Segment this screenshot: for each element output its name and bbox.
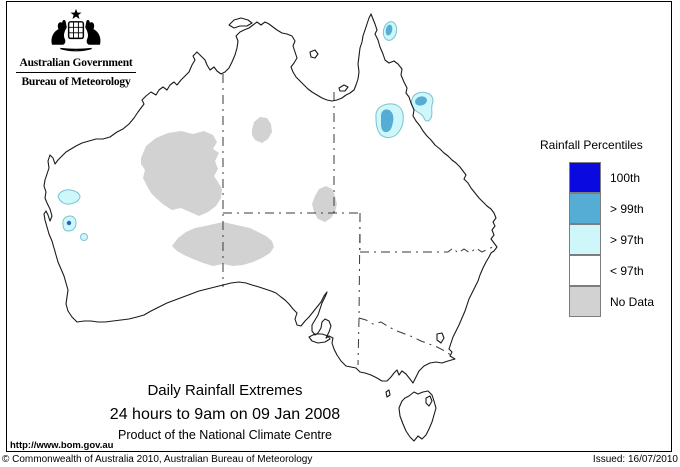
legend-title: Rainfall Percentiles — [540, 138, 643, 152]
border-qld-nsw — [360, 246, 494, 254]
no-data-region-ntqld-border — [312, 186, 337, 222]
government-rule — [16, 72, 136, 73]
groote-eylandt — [309, 49, 319, 59]
legend-label-gt99th: > 99th — [610, 201, 644, 216]
legend-swatch-lt97th — [569, 254, 601, 286]
state-borders — [222, 74, 494, 366]
legend-label-100th: 100th — [610, 170, 641, 185]
king-island — [385, 389, 391, 398]
legend-label-gt97th: > 97th — [610, 232, 644, 247]
caption-title: Daily Rainfall Extremes — [147, 382, 303, 399]
crest-shield-grid — [68, 21, 84, 39]
kangaroo-island — [308, 333, 331, 344]
mainland-coastline — [43, 13, 498, 384]
rainfall-spot-capeyork-core — [385, 24, 393, 36]
legend-row-100th: 100th — [540, 161, 672, 193]
agency-title: Bureau of Meteorology — [21, 76, 131, 88]
crest-star — [70, 8, 82, 20]
lake-feature — [436, 332, 445, 344]
tasmania-coastline — [398, 390, 437, 442]
legend-swatch-gt97th — [569, 223, 601, 255]
legend-label-lt97th: < 97th — [610, 263, 644, 278]
legend-row-nodata: No Data — [540, 285, 672, 317]
no-data-regions — [141, 117, 337, 266]
flinders-island — [425, 395, 433, 407]
government-title: Australian Government — [19, 57, 133, 69]
crest-scroll — [60, 47, 92, 52]
issued-date: Issued: 16/07/2010 — [592, 454, 678, 465]
legend-row-gt97th: > 97th — [540, 223, 672, 255]
caption-product: Product of the National Climate Centre — [118, 428, 332, 442]
border-nsw-vic — [358, 317, 453, 357]
map-frame — [6, 1, 672, 452]
melville-island — [228, 17, 253, 29]
coastlines — [43, 13, 498, 442]
legend-swatch-nodata — [569, 285, 601, 317]
mornington-island — [338, 84, 349, 92]
legend-label-nodata: No Data — [610, 294, 655, 309]
map-caption: Daily Rainfall Extremes 24 hours to 9am … — [58, 382, 392, 442]
crest-shield — [67, 21, 85, 40]
coat-of-arms-icon — [51, 8, 101, 52]
crest-emu — [85, 19, 101, 45]
no-data-region-nt — [252, 117, 272, 143]
government-header: Australian Government Bureau of Meteorol… — [16, 8, 136, 88]
legend: Rainfall Percentiles 100th > 99th > 97th… — [540, 138, 672, 317]
legend-row-gt99th: > 99th — [540, 192, 672, 224]
legend-swatch-gt99th — [569, 192, 601, 224]
rainfall-spot-qld-inland-core — [381, 109, 394, 133]
legend-row-lt97th: < 97th — [540, 254, 672, 286]
rainfall-spot-wa-1 — [57, 189, 81, 205]
rainfall-spot-wa-2-core — [66, 220, 72, 226]
border-sa-east — [357, 212, 361, 366]
rainfall-spot-wa-3 — [80, 233, 88, 241]
bom-url: http://www.bom.gov.au — [10, 440, 114, 451]
no-data-region-central-wa — [141, 131, 222, 216]
rainfall-spot-qld-coast-core — [415, 96, 427, 106]
rainfall-spots — [57, 21, 434, 241]
legend-swatch-100th — [569, 161, 601, 193]
copyright-text: © Commonwealth of Australia 2010, Austra… — [2, 454, 313, 465]
crest-kangaroo — [51, 19, 67, 45]
caption-subtitle: 24 hours to 9am on 09 Jan 2008 — [109, 406, 341, 423]
